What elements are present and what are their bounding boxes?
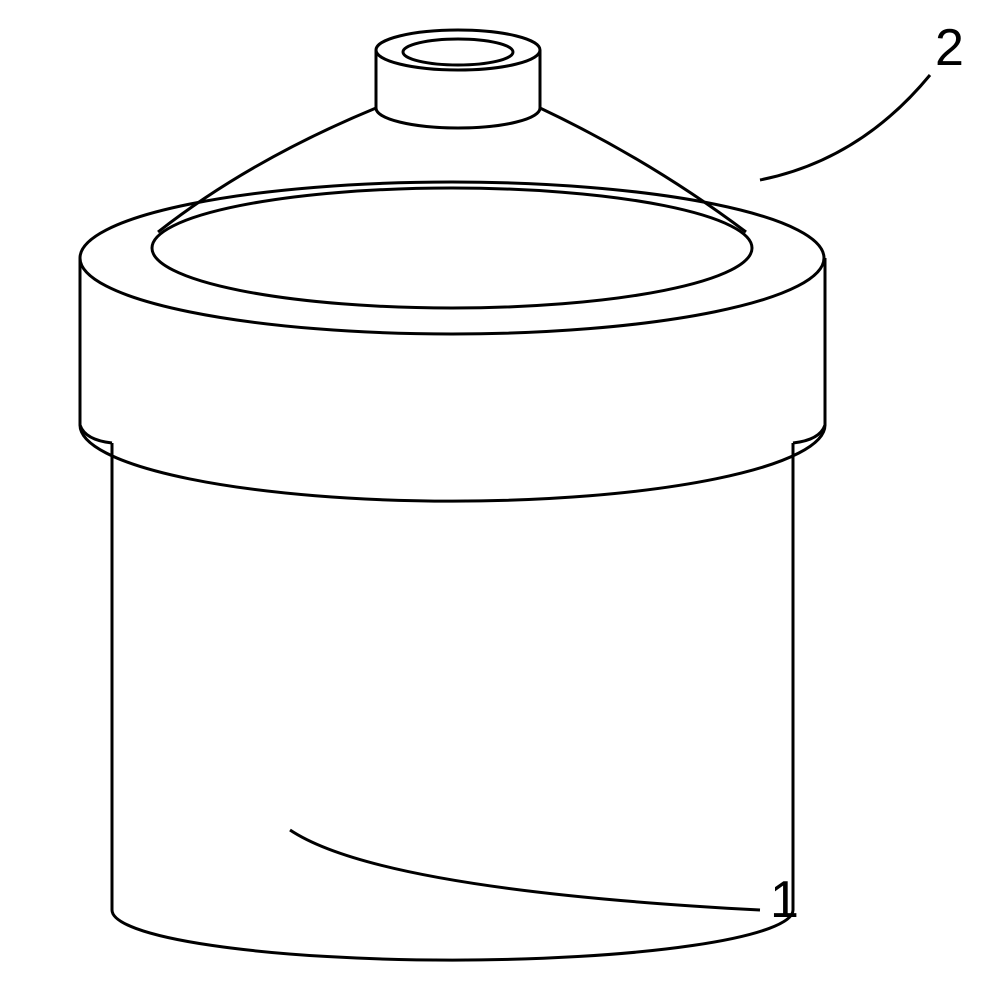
callout-label-2: 2 (935, 18, 964, 78)
label-2-text: 2 (935, 19, 964, 77)
callout-label-1: 1 (770, 870, 799, 930)
container-illustration (0, 0, 987, 1000)
label-1-text: 1 (770, 871, 799, 929)
technical-drawing (0, 0, 987, 1000)
